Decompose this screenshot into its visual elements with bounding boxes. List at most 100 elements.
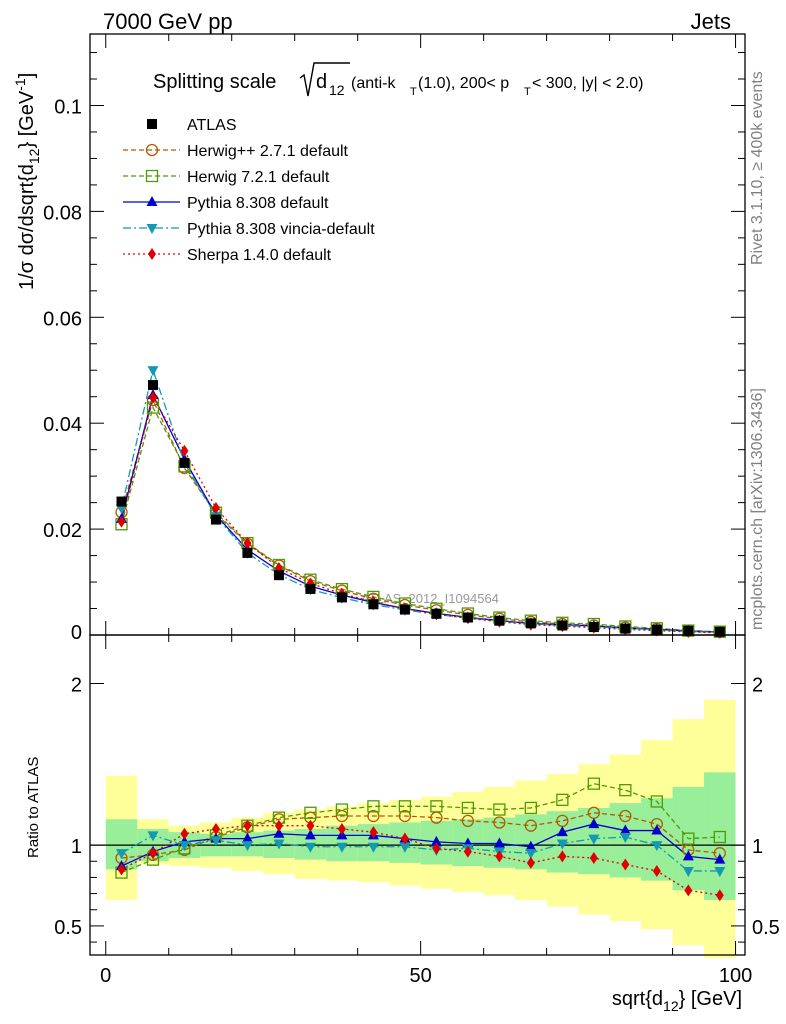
ratio-marker-4 [684,884,693,897]
mcplots-label: mcplots.cern.ch [arXiv:1306.3436] [749,388,766,630]
y-tick-label-main: 0 [71,622,82,644]
ratio-marker-4 [148,847,157,860]
legend-marker [145,169,159,183]
ratio-marker-4 [463,845,472,858]
title-main: Splitting scale [153,71,276,93]
atlas-data-point [588,622,599,633]
ratio-marker-1 [398,800,412,813]
y-axis-label-ratio: Ratio to ATLAS [25,757,42,858]
ratio-marker-3 [178,841,190,852]
y-tick-label-ratio-right: 1 [752,836,763,858]
ratio-marker-1 [304,806,317,819]
ylabel-part-tail: } [GeV [16,90,38,148]
ratio-marker-2 [714,853,726,864]
ratio-marker-4 [652,864,661,877]
ratio-marker-3 [115,849,127,860]
legend-marker [146,224,158,234]
atlas-data-point [462,612,473,623]
ratio-marker-1 [430,800,443,813]
ratio-marker-4 [621,858,630,871]
ratio-marker-0 [367,809,380,823]
ylabel-main-head: 1/σ dσ/dsqrt{d12} [GeV-1] [12,73,42,290]
legend-label: Pythia 8.308 vincia-default [187,221,375,238]
ratio-marker-2 [430,835,442,846]
y-tick-label-ratio-left: 1 [71,836,82,858]
ylabel-part-1: 1/σ dσ/dsqrt{d [16,164,38,290]
atlas-data-point [242,547,253,558]
y-tick-label-ratio-right: 2 [752,674,763,696]
y-tick-label-ratio-right: 0.5 [752,917,780,939]
ratio-marker-2 [619,824,631,835]
atlas-data-point [399,604,410,615]
title-sqrt-sub: 12 [329,82,345,98]
y-tick-label-main: 0.06 [43,308,82,330]
ratio-marker-3 [304,842,316,853]
atlas-data-point [431,608,442,619]
tick-labels: 0 50 100 0 0.02 0.04 0.06 0.08 0.1 0.5 0.5 1 1 2 2 [43,96,780,987]
ratio-marker-1 [713,830,726,844]
atlas-data-point [368,599,379,610]
ratio-marker-3 [273,839,285,850]
legend-entry: Sherpa 1.4.0 default [123,247,332,264]
main-marker-3 [115,504,127,515]
header-right: Jets [691,9,731,34]
atlas-data-point [273,570,284,581]
atlas-data-point [525,618,536,629]
legend: ATLAS Herwig++ 2.7.1 default Herwig 7.2.1 … [123,117,375,264]
ratio-marker-2 [241,832,253,843]
ratio-marker-0 [524,819,538,832]
ratio-marker-4 [589,852,598,865]
legend-marker [145,143,159,157]
atlas-data-point [147,380,158,391]
ratio-marker-1 [493,803,506,816]
ratio-marker-1 [335,803,349,816]
atlas-data-point [336,592,347,603]
x-tick-label: 50 [410,965,432,987]
ratio-marker-4 [400,832,409,845]
y-tick-label-ratio-left: 0.5 [54,917,82,939]
title-rest-1: (anti-k [351,75,396,92]
legend-marker [146,196,158,206]
xlabel-head: sqrt{d [612,988,663,1010]
title-rest-2: (1.0), 200< p [418,75,509,92]
legend-label: Herwig 7.2.1 default [187,169,330,186]
ratio-marker-0 [335,809,349,823]
legend-label: Pythia 8.308 default [187,195,329,212]
ratio-marker-4 [274,819,283,832]
legend-entry: ATLAS [147,117,237,134]
main-marker-4 [211,502,220,515]
legend-entry: Pythia 8.308 vincia-default [123,221,375,238]
atlas-data-point [116,496,127,507]
atlas-data-point [620,623,631,634]
rivet-label: Rivet 3.1.10, ≥ 400k events [749,71,766,265]
ratio-marker-4 [558,850,567,863]
ratio-marker-3 [525,849,537,860]
ratio-marker-1 [682,832,695,845]
title-rest-sub-t2: T [524,86,531,98]
ratio-curve-3 [121,834,720,872]
ratio-marker-3 [210,836,222,847]
ratio-marker-2 [493,837,505,848]
ratio-marker-2 [556,826,568,837]
ratio-marker-2 [525,840,537,851]
ratio-marker-1 [524,801,538,815]
ratio-marker-3 [147,831,159,842]
ratio-marker-0 [398,809,412,823]
atlas-data-point [305,583,316,594]
x-tick-label: 100 [719,965,752,987]
ratio-marker-3 [651,841,663,852]
ratio-marker-0 [619,809,632,823]
atlas-data-point [557,620,568,631]
ratio-marker-4 [243,819,252,832]
legend-entry: Herwig++ 2.7.1 default [123,143,349,160]
ratio-marker-3 [619,833,631,844]
legend-entry: Pythia 8.308 default [123,195,329,212]
title-sqrt-sign [299,62,350,97]
x-tick-label: 0 [100,965,111,987]
ratio-marker-3 [682,866,694,877]
ratio-marker-4 [306,819,315,832]
y-tick-label-ratio-left: 2 [71,674,82,696]
ratio-marker-3 [367,842,379,853]
ratio-marker-4 [180,827,189,840]
legend-entry: Herwig 7.2.1 default [123,169,330,186]
